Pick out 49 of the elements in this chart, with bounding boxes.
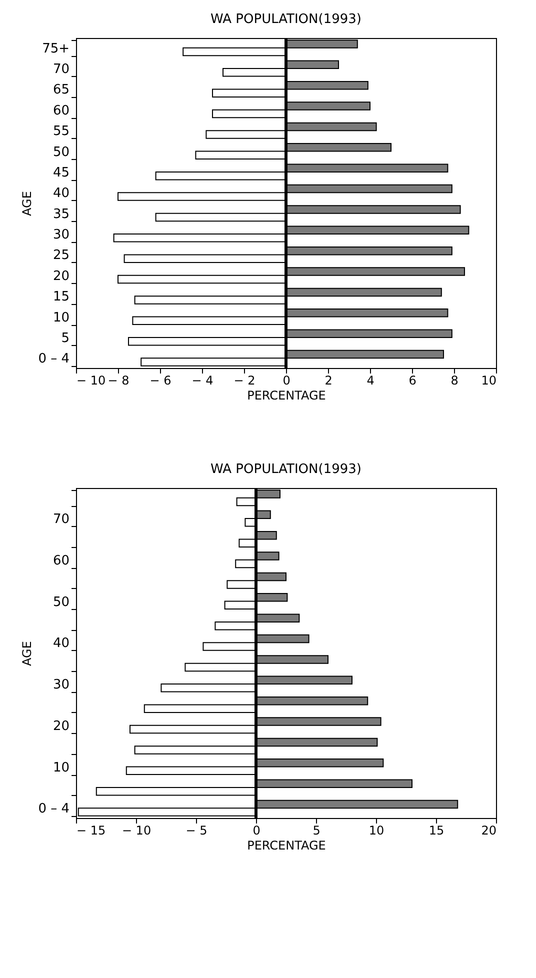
x-tick-label: 20 [481, 824, 496, 838]
y-tick-label: 10 [52, 760, 70, 776]
y-tick-label: 75+ [42, 41, 70, 56]
y-tick-label: 70 [52, 512, 70, 528]
x-tick-label: − 8 [108, 374, 130, 388]
x-tick-label: − 4 [192, 374, 214, 388]
x-tick-label: − 15 [76, 824, 106, 838]
y-axis-title: AGE [20, 191, 34, 216]
y-tick-label: 55 [52, 124, 70, 140]
y-tick-label: 35 [52, 206, 70, 222]
y-tick-label: 50 [52, 594, 70, 610]
y-tick-label: 70 [52, 62, 70, 78]
x-tick-label: 6 [408, 374, 416, 388]
x-tick-label: − 10 [122, 824, 152, 838]
y-tick-label: 30 [52, 678, 70, 693]
x-axis-title: PERCENTAGE [247, 388, 326, 402]
y-tick-label: 20 [52, 268, 70, 284]
y-tick-label: 15 [52, 290, 70, 305]
x-tick-label: 5 [312, 824, 320, 838]
x-axis-title: PERCENTAGE [247, 838, 326, 852]
y-tick-label: 40 [52, 186, 70, 202]
x-tick-label: 8 [450, 374, 458, 388]
x-tick-label: − 6 [150, 374, 172, 388]
x-tick-label: − 5 [186, 824, 208, 838]
y-tick-label: 65 [52, 82, 70, 98]
y-tick-label: 60 [52, 103, 70, 118]
x-tick-label: − 2 [234, 374, 256, 388]
y-tick-label: 50 [52, 144, 70, 160]
y-tick-label: 45 [52, 165, 70, 180]
y-tick-label: 0 – 4 [38, 802, 70, 817]
y-tick-label: 40 [52, 636, 70, 652]
y-tick-label: 60 [52, 553, 70, 568]
x-tick-label: 4 [366, 374, 374, 388]
x-tick-label: 15 [428, 824, 444, 838]
x-tick-label: 0 [252, 824, 260, 838]
y-tick-label: 5 [61, 330, 70, 346]
x-tick-label: 10 [368, 824, 384, 838]
y-tick-label: 25 [52, 248, 70, 264]
y-tick-label: 10 [52, 310, 70, 326]
x-tick-label: − 10 [76, 374, 106, 388]
x-tick-label: 10 [481, 374, 496, 388]
y-tick-label: 0 – 4 [38, 352, 70, 367]
chart-title: WA POPULATION(1993) [210, 462, 362, 477]
y-tick-label: 20 [52, 718, 70, 734]
y-tick-label: 30 [52, 228, 70, 243]
y-axis-title: AGE [20, 641, 34, 666]
x-tick-label: 2 [324, 374, 332, 388]
chart-title: WA POPULATION(1993) [210, 12, 362, 27]
x-tick-label: 0 [282, 374, 290, 388]
